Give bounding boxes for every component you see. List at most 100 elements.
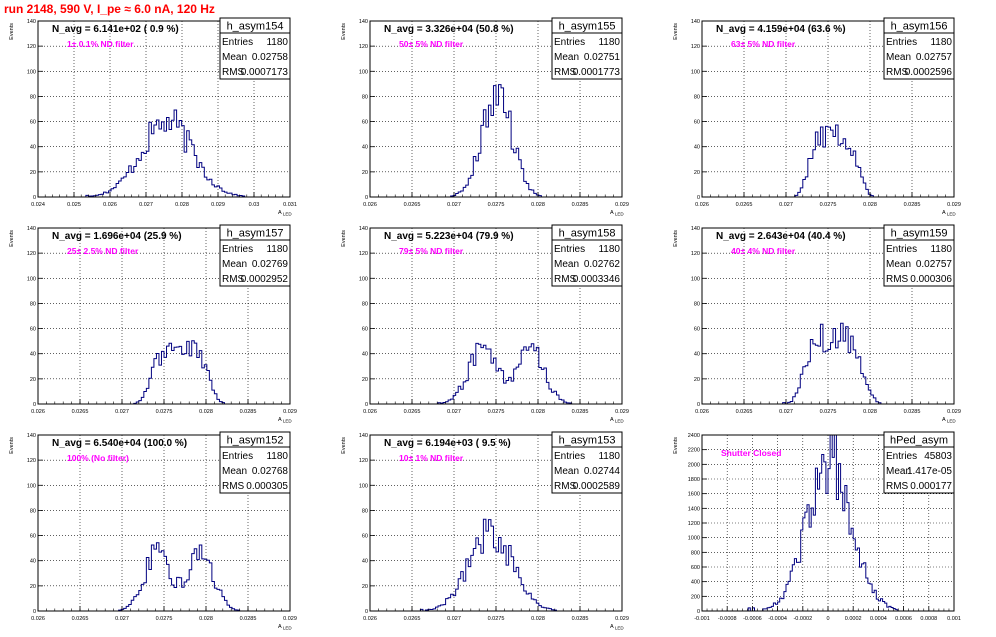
y-tick-label: 80 [362,94,368,100]
stats-label: Mean [554,466,579,477]
x-tick-label: 0.029 [947,409,961,415]
y-axis-label: Events [9,230,15,247]
x-tick-label: 0.0265 [736,202,753,208]
x-tick-label: 0.0285 [572,616,589,622]
x-tick-label: 0.029 [615,616,629,622]
histogram-name: h_asym155 [559,21,616,33]
stats-value: 0.000306 [910,274,952,285]
stats-value: 0.02762 [584,259,621,270]
y-tick-label: 140 [691,226,700,232]
x-tick-label: 0.028 [199,409,213,415]
navg-label: N_avg = 2.643e+04 (40.4 %) [716,231,846,242]
x-tick-label: 0.0265 [72,409,89,415]
histogram-svg: 0.026 0.0265 0.027 0.0275 0.028 0.0285 0.029 0 2… [673,17,961,217]
y-tick-label: 100 [359,69,368,75]
y-tick-label: 600 [691,565,700,571]
y-tick-label: 120 [691,251,700,257]
filter-label: 25± 2.5% ND filter [67,246,139,256]
y-tick-label: 1600 [688,492,700,498]
stats-value: 0.0002589 [573,481,621,492]
x-tick-label: 0.027 [447,616,461,622]
x-axis-label: A LED [610,624,624,631]
x-tick-label: -0.0006 [743,616,762,622]
y-tick-label: 20 [30,170,36,176]
stats-label: Mean [222,466,247,477]
filter-label: 40± 4% ND filter [731,246,796,256]
stats-box [551,32,623,80]
x-tick-label: 0.0265 [736,409,753,415]
histogram-svg: 0.026 0.0265 0.027 0.0275 0.028 0.0285 0.029 0 2… [9,224,297,424]
y-axis-label: Events [341,230,347,247]
x-tick-label: 0.0275 [820,409,837,415]
histogram-name: h_asym156 [891,21,948,33]
stats-label: RMS [554,274,577,285]
y-tick-label: 80 [30,94,36,100]
y-tick-label: 0 [33,195,36,201]
stats-box [219,32,291,80]
histogram-name: h_asym154 [227,21,284,33]
y-tick-label: 60 [362,120,368,126]
histogram-series [370,342,622,405]
x-tick-label: 0 [826,616,829,622]
histogram-panel: 0.026 0.0265 0.027 0.0275 0.028 0.0285 0.029 0 2… [332,430,664,637]
y-axis-label: Events [673,437,679,454]
filter-label: 1± 0.1% ND filter [67,39,134,49]
x-tick-label: 0.024 [31,202,45,208]
y-tick-label: 120 [359,251,368,257]
stats-label: Entries [886,37,917,48]
stats-label: RMS [886,274,909,285]
histogram-name: h_asym152 [227,435,284,447]
x-tick-label: 0.029 [283,409,297,415]
stats-value: 0.0002952 [241,274,289,285]
x-tick-label: 0.026 [103,202,117,208]
stats-label: RMS [222,481,245,492]
x-tick-label: 0.027 [447,409,461,415]
stats-value: 0.02758 [252,52,289,63]
y-tick-label: 140 [27,433,36,439]
y-tick-label: 140 [27,19,36,25]
stats-label: Entries [554,37,585,48]
x-tick-label: 0.027 [115,409,129,415]
histogram-panel: 0.026 0.0265 0.027 0.0275 0.028 0.0285 0.029 0 2… [664,16,996,223]
y-tick-label: 40 [30,352,36,358]
histogram-panel: 0.026 0.0265 0.027 0.0275 0.028 0.0285 0.029 0 2… [0,223,332,430]
filter-label: Shutter Closed [721,448,781,458]
y-tick-label: 20 [362,170,368,176]
stats-label: RMS [886,67,909,78]
filter-label: 63± 5% ND filter [731,39,796,49]
navg-label: N_avg = 6.194e+03 ( 9.5 %) [384,438,511,449]
x-tick-label: 0.026 [363,409,377,415]
histogram-series [38,109,290,198]
y-tick-label: 100 [359,276,368,282]
y-tick-label: 40 [30,145,36,151]
stats-value: 0.02757 [916,259,953,270]
y-tick-label: 80 [694,301,700,307]
y-tick-label: 140 [27,226,36,232]
stats-label: Mean [222,52,247,63]
x-tick-label: 0.031 [283,202,297,208]
y-tick-label: 0 [697,402,700,408]
x-tick-label: 0.0275 [488,409,505,415]
stats-label: Entries [554,451,585,462]
stats-box [219,239,291,287]
y-axis-label: Events [341,23,347,40]
histogram-panel: 0.026 0.0265 0.027 0.0275 0.028 0.0285 0.029 0 2… [332,223,664,430]
y-tick-label: 40 [362,559,368,565]
x-axis-label: A LED [942,417,956,424]
x-tick-label: 0.03 [249,202,260,208]
stats-label: Entries [222,37,253,48]
y-tick-label: 60 [362,534,368,540]
stats-value: 0.02751 [584,52,621,63]
histogram-name: h_asym157 [227,228,284,240]
x-tick-label: 0.027 [447,202,461,208]
y-axis-label: Events [673,23,679,40]
histogram-svg: 0.026 0.0265 0.027 0.0275 0.028 0.0285 0.029 0 2… [341,431,629,631]
y-tick-label: 80 [30,301,36,307]
x-tick-label: 0.0002 [845,616,862,622]
x-tick-label: 0.029 [947,202,961,208]
x-tick-label: 0.001 [947,616,961,622]
y-tick-label: 0 [365,402,368,408]
histogram-svg: 0.026 0.0265 0.027 0.0275 0.028 0.0285 0.029 0 2… [341,224,629,424]
histogram-svg: 0.026 0.0265 0.027 0.0275 0.028 0.0285 0.029 0 2… [673,224,961,424]
y-tick-label: 20 [694,377,700,383]
